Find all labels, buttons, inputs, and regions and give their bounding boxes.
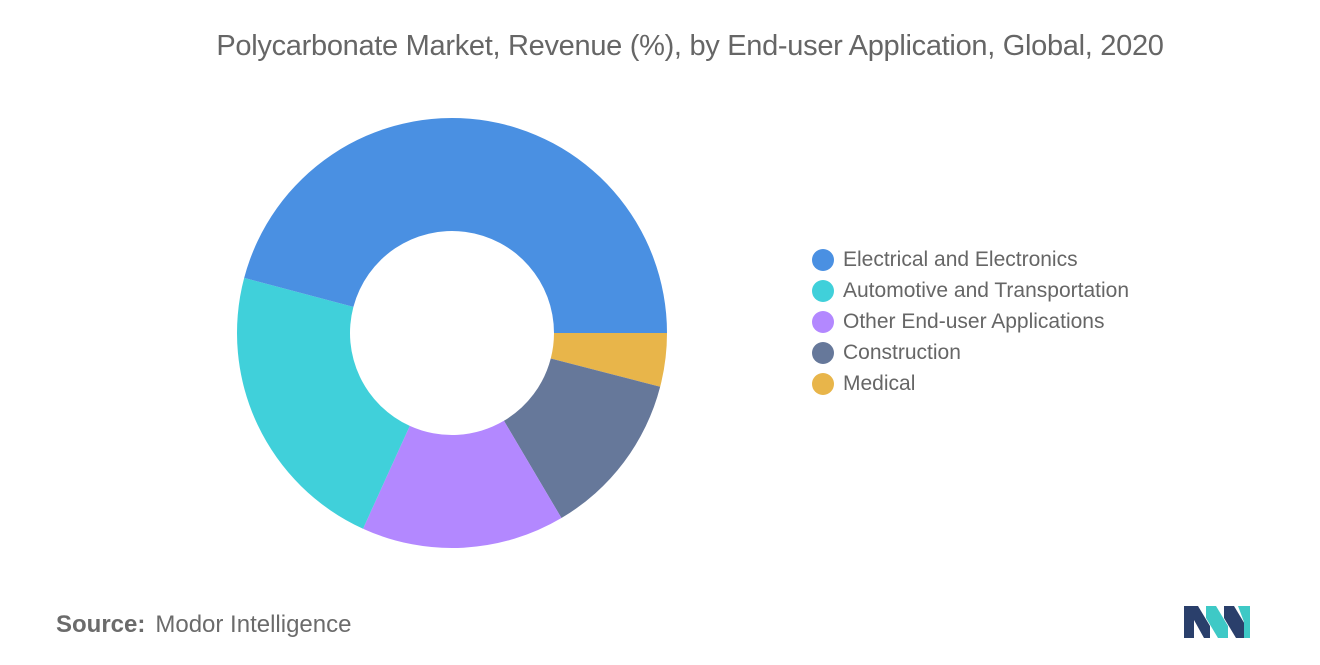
- source-note: Source: Modor Intelligence: [56, 611, 351, 639]
- slice-electrical-and-electronics: [244, 117, 667, 334]
- slice-construction: [503, 358, 661, 519]
- mordor-intelligence-logo: [1184, 606, 1250, 638]
- legend-item-other-end-user-applications: Other End-user Applications: [812, 306, 1129, 337]
- legend-swatch-other-end-user-applications: [812, 310, 834, 333]
- legend-item-electrical-and-electronics: Electrical and Electronics: [812, 244, 1129, 275]
- legend-item-construction: Construction: [812, 337, 1129, 368]
- legend-swatch-construction: [812, 341, 834, 364]
- legend-item-medical: Medical: [812, 368, 1129, 399]
- legend-label-construction: Construction: [843, 340, 961, 364]
- legend-item-automotive-and-transportation: Automotive and Transportation: [812, 275, 1129, 306]
- legend-label-medical: Medical: [843, 371, 916, 395]
- source-text: Modor Intelligence: [155, 611, 352, 638]
- slice-medical: [550, 333, 667, 387]
- chart-legend: Electrical and Electronics Automotive and…: [812, 244, 1129, 399]
- slice-other-end-user-applications: [363, 420, 562, 548]
- slice-automotive-and-transportation: [237, 277, 410, 529]
- legend-label-electrical-and-electronics: Electrical and Electronics: [843, 247, 1078, 271]
- chart-title: Polycarbonate Market, Revenue (%), by En…: [216, 30, 1164, 62]
- legend-swatch-electrical-and-electronics: [812, 248, 834, 271]
- legend-label-other-end-user-applications: Other End-user Applications: [843, 309, 1105, 333]
- legend-swatch-automotive-and-transportation: [812, 279, 834, 302]
- source-label: Source:: [56, 611, 146, 638]
- legend-swatch-medical: [812, 372, 834, 395]
- legend-label-automotive-and-transportation: Automotive and Transportation: [843, 278, 1130, 302]
